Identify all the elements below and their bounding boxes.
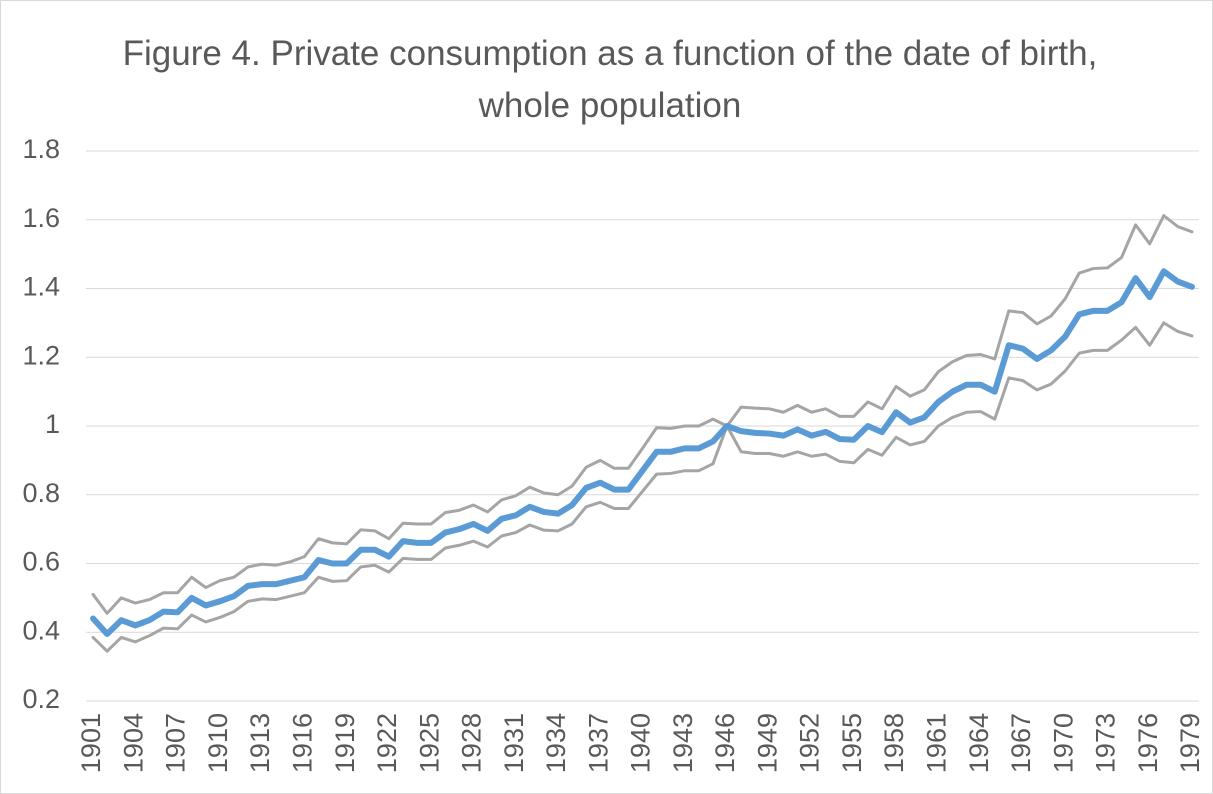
x-tick-label: 1922 [372,713,402,773]
y-tick-label: 1 [45,409,60,439]
x-tick-label: 1910 [203,713,233,773]
y-tick-label: 0.4 [22,615,60,645]
y-tick-label: 1.8 [22,134,60,164]
y-tick-label: 1.4 [22,272,60,302]
x-tick-label: 1901 [76,713,106,773]
x-tick-label: 1970 [1048,713,1078,773]
x-tick-label: 1928 [457,713,487,773]
series-line [90,268,1195,637]
x-tick-label: 1958 [879,713,909,773]
x-tick-label: 1967 [1006,713,1036,773]
y-tick-label: 0.6 [22,547,60,577]
x-tick-label: 1979 [1175,713,1205,773]
chart-title: Figure 4. Private consumption as a funct… [122,34,1098,125]
x-tick-label: 1949 [752,713,782,773]
x-tick-label: 1955 [837,713,867,773]
x-tick-label: 1940 [626,713,656,773]
y-tick-label: 0.2 [22,684,60,714]
x-tick-label: 1931 [499,713,529,773]
x-tick-label: 1904 [118,713,148,773]
x-tick-label: 1934 [541,713,571,773]
x-tick-label: 1925 [414,713,444,773]
series-line [91,321,1194,653]
x-tick-label: 1937 [583,713,613,773]
x-tick-label: 1907 [161,713,191,773]
x-tick-label: 1964 [964,713,994,773]
x-tick-label: 1916 [287,713,317,773]
x-tick-label: 1913 [245,713,275,773]
x-tick-label: 1946 [710,713,740,773]
x-tick-label: 1976 [1133,713,1163,773]
x-tick-label: 1961 [921,713,951,773]
y-tick-label: 0.8 [22,478,60,508]
x-tick-label: 1943 [668,713,698,773]
x-tick-label: 1973 [1091,713,1121,773]
x-tick-label: 1919 [330,713,360,773]
series-line [91,214,1194,615]
y-tick-label: 1.6 [22,203,60,233]
x-tick-label: 1952 [795,713,825,773]
y-tick-label: 1.2 [22,340,60,370]
